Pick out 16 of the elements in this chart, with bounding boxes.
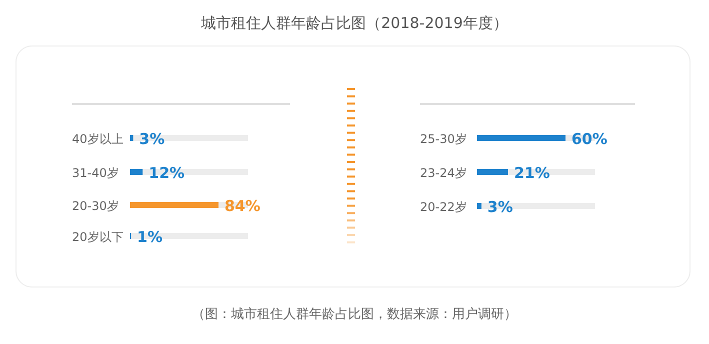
y-tick-label: 40岁以上 bbox=[72, 132, 124, 146]
data-label: 12% bbox=[148, 164, 185, 182]
data-label: 1% bbox=[137, 228, 163, 246]
text: （图：城市租住人群年龄占比图，数据来源：用户调研） bbox=[192, 307, 517, 322]
y-tick-label: 20-22岁 bbox=[420, 200, 467, 214]
data-label: 21% bbox=[514, 164, 550, 182]
data-label: 3% bbox=[139, 130, 165, 148]
y-tick-label: 31-40岁 bbox=[72, 166, 119, 180]
data-label: 3% bbox=[487, 198, 513, 216]
y-tick-label: 20岁以下 bbox=[72, 230, 124, 244]
y-tick-label: 25-30岁 bbox=[420, 132, 467, 146]
y-tick-label: 20-30岁 bbox=[72, 199, 119, 213]
data-label: 60% bbox=[572, 130, 608, 148]
y-tick-label: 23-24岁 bbox=[420, 166, 467, 180]
data-label: 84% bbox=[224, 197, 260, 215]
text: 城市租住人群年龄占比图（2018-2019年度） bbox=[200, 14, 508, 32]
